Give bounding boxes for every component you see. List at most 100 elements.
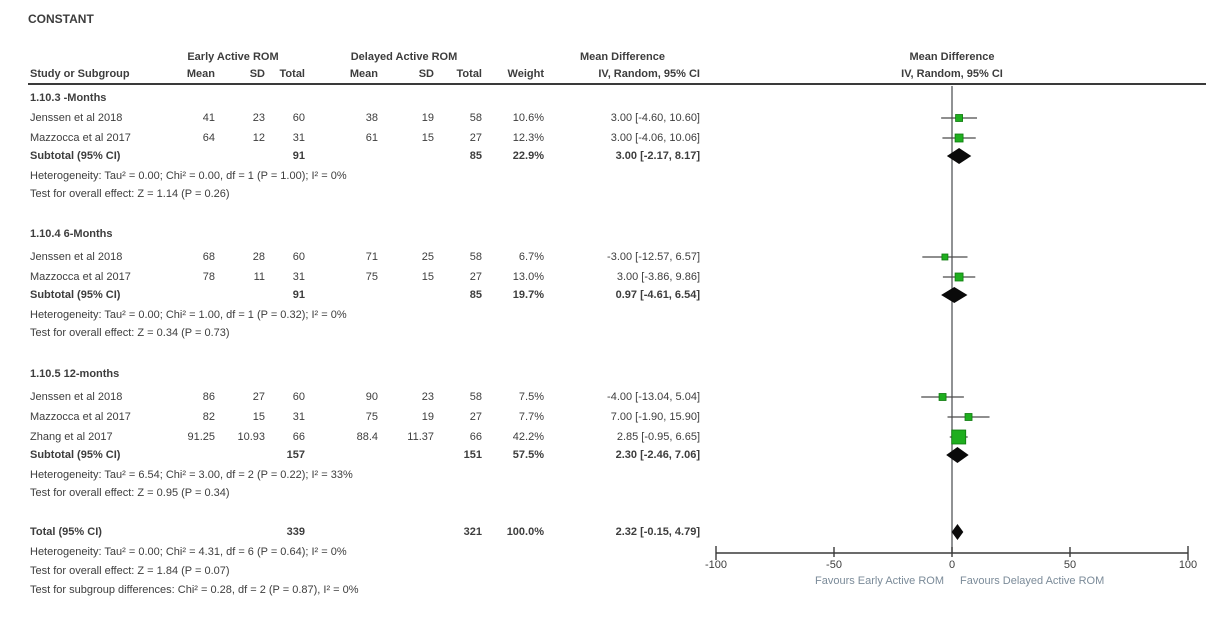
sd2-column-header: SD (418, 68, 434, 80)
ci-text: 3.00 [-4.06, 10.06] (610, 132, 700, 144)
overall-test-row: Test for overall effect: Z = 0.34 (P = 0… (0, 323, 760, 343)
overall-test-text: Test for overall effect: Z = 0.95 (P = 0… (30, 487, 230, 499)
subtotal-ci: 2.30 [-2.46, 7.06] (615, 449, 700, 461)
figure-title: CONSTANT (28, 12, 94, 26)
overall-test-text: Test for overall effect: Z = 1.84 (P = 0… (30, 565, 230, 577)
effect-square (938, 393, 947, 401)
weight: 10.6% (512, 112, 544, 124)
total2: 27 (469, 411, 482, 423)
study-row: Mazzocca et al 2017 64 12 31 61 15 27 12… (0, 128, 760, 148)
total2-column-header: Total (456, 68, 482, 80)
effect-header-left: Mean Difference (580, 51, 665, 63)
total1: 60 (292, 391, 305, 403)
sd2: 15 (421, 132, 434, 144)
sd2: 19 (421, 411, 434, 423)
sd1: 15 (252, 411, 265, 423)
subtotal-diamond (941, 287, 968, 303)
header-row-columns: Study or Subgroup Mean SD Total Mean SD … (0, 64, 1208, 84)
sd1: 28 (252, 251, 265, 263)
study-row: Zhang et al 2017 91.25 10.93 66 88.4 11.… (0, 427, 760, 447)
weight: 6.7% (518, 251, 544, 263)
ci-text: 3.00 [-3.86, 9.86] (616, 271, 700, 283)
ci-column-header: IV, Random, 95% CI (598, 68, 700, 80)
subtotal-total2: 85 (469, 289, 482, 301)
total-total2: 321 (463, 526, 482, 538)
ci-text: 7.00 [-1.90, 15.90] (610, 411, 700, 423)
study-name: Mazzocca et al 2017 (30, 411, 131, 423)
axis-tick-label: 100 (1178, 559, 1198, 571)
subtotal-weight: 22.9% (512, 150, 544, 162)
heterogeneity-text: Heterogeneity: Tau² = 0.00; Chi² = 0.00,… (30, 170, 347, 182)
favours-right-label: Favours Delayed Active ROM (960, 575, 1105, 587)
weight: 42.2% (512, 431, 544, 443)
weight: 13.0% (512, 271, 544, 283)
mean2: 88.4 (356, 431, 378, 443)
subtotal-label: Subtotal (95% CI) (30, 449, 121, 461)
sd1: 23 (252, 112, 265, 124)
heterogeneity-text: Heterogeneity: Tau² = 0.00; Chi² = 1.00,… (30, 309, 347, 321)
axis-tick-label: 50 (1063, 559, 1077, 571)
study-name: Jenssen et al 2018 (30, 391, 123, 403)
mean1: 78 (202, 271, 215, 283)
axis-tick-label: 0 (948, 559, 956, 571)
weight: 12.3% (512, 132, 544, 144)
effect-header-plot: Mean Difference (909, 51, 995, 63)
weight-column-header: Weight (507, 68, 544, 80)
subtotal-label: Subtotal (95% CI) (30, 150, 121, 162)
subtotal-label: Subtotal (95% CI) (30, 289, 121, 301)
total2: 58 (469, 391, 482, 403)
study-name: Mazzocca et al 2017 (30, 271, 131, 283)
total2: 58 (469, 251, 482, 263)
study-row: Jenssen et al 2018 41 23 60 38 19 58 10.… (0, 108, 760, 128)
mean1: 82 (202, 411, 215, 423)
subgroup-diff-row: Test for subgroup differences: Chi² = 0.… (0, 580, 760, 600)
subtotal-weight: 19.7% (512, 289, 544, 301)
sd2: 11.37 (407, 431, 434, 443)
overall-test-row: Test for overall effect: Z = 1.14 (P = 0… (0, 184, 760, 204)
total1: 60 (292, 251, 305, 263)
ci-text: -4.00 [-13.04, 5.04] (607, 391, 700, 403)
study-row: Mazzocca et al 2017 82 15 31 75 19 27 7.… (0, 407, 760, 427)
subtotal-total1: 157 (286, 449, 305, 461)
study-name: Jenssen et al 2018 (30, 112, 123, 124)
ci-text: 3.00 [-4.60, 10.60] (610, 112, 700, 124)
subgroup-name: 1.10.3 -Months (30, 92, 107, 104)
sd1: 11 (253, 271, 265, 283)
group1-header: Early Active ROM (187, 51, 279, 63)
heterogeneity-text: Heterogeneity: Tau² = 0.00; Chi² = 4.31,… (30, 546, 347, 558)
total-total1: 339 (286, 526, 305, 538)
overall-test-row: Test for overall effect: Z = 1.84 (P = 0… (0, 561, 760, 581)
sd2: 15 (421, 271, 434, 283)
subtotal-total1: 91 (292, 150, 305, 162)
total1-column-header: Total (279, 68, 305, 80)
mean1: 91.25 (187, 431, 215, 443)
mean2: 75 (365, 411, 378, 423)
study-name: Jenssen et al 2018 (30, 251, 123, 263)
study-column-header: Study or Subgroup (30, 68, 130, 80)
mean2-column-header: Mean (349, 68, 378, 80)
study-row: Mazzocca et al 2017 78 11 31 75 15 27 13… (0, 267, 760, 287)
study-name: Zhang et al 2017 (30, 431, 113, 443)
mean1: 86 (202, 391, 215, 403)
mean1: 68 (202, 251, 215, 263)
subtotal-total2: 85 (469, 150, 482, 162)
mean2: 71 (365, 251, 378, 263)
weight: 7.7% (518, 411, 544, 423)
group2-header: Delayed Active ROM (350, 51, 458, 63)
total2: 58 (469, 112, 482, 124)
total1: 31 (292, 132, 305, 144)
heterogeneity-row: Heterogeneity: Tau² = 0.00; Chi² = 4.31,… (0, 542, 760, 562)
overall-test-text: Test for overall effect: Z = 1.14 (P = 0… (30, 188, 230, 200)
mean2: 61 (365, 132, 378, 144)
total-row: Total (95% CI) 339 321 100.0% 2.32 [-0.1… (0, 522, 760, 542)
heterogeneity-row: Heterogeneity: Tau² = 0.00; Chi² = 1.00,… (0, 305, 760, 325)
study-row: Jenssen et al 2018 68 28 60 71 25 58 6.7… (0, 247, 760, 267)
subgroup-header: 1.10.4 6-Months (0, 224, 760, 244)
subgroup-header: 1.10.5 12-months (0, 364, 760, 384)
mean1-column-header: Mean (186, 68, 215, 80)
header-row-groups: Early Active ROM Delayed Active ROM Mean… (0, 47, 1208, 67)
effect-square (954, 272, 964, 282)
overall-test-row: Test for overall effect: Z = 0.95 (P = 0… (0, 483, 760, 503)
